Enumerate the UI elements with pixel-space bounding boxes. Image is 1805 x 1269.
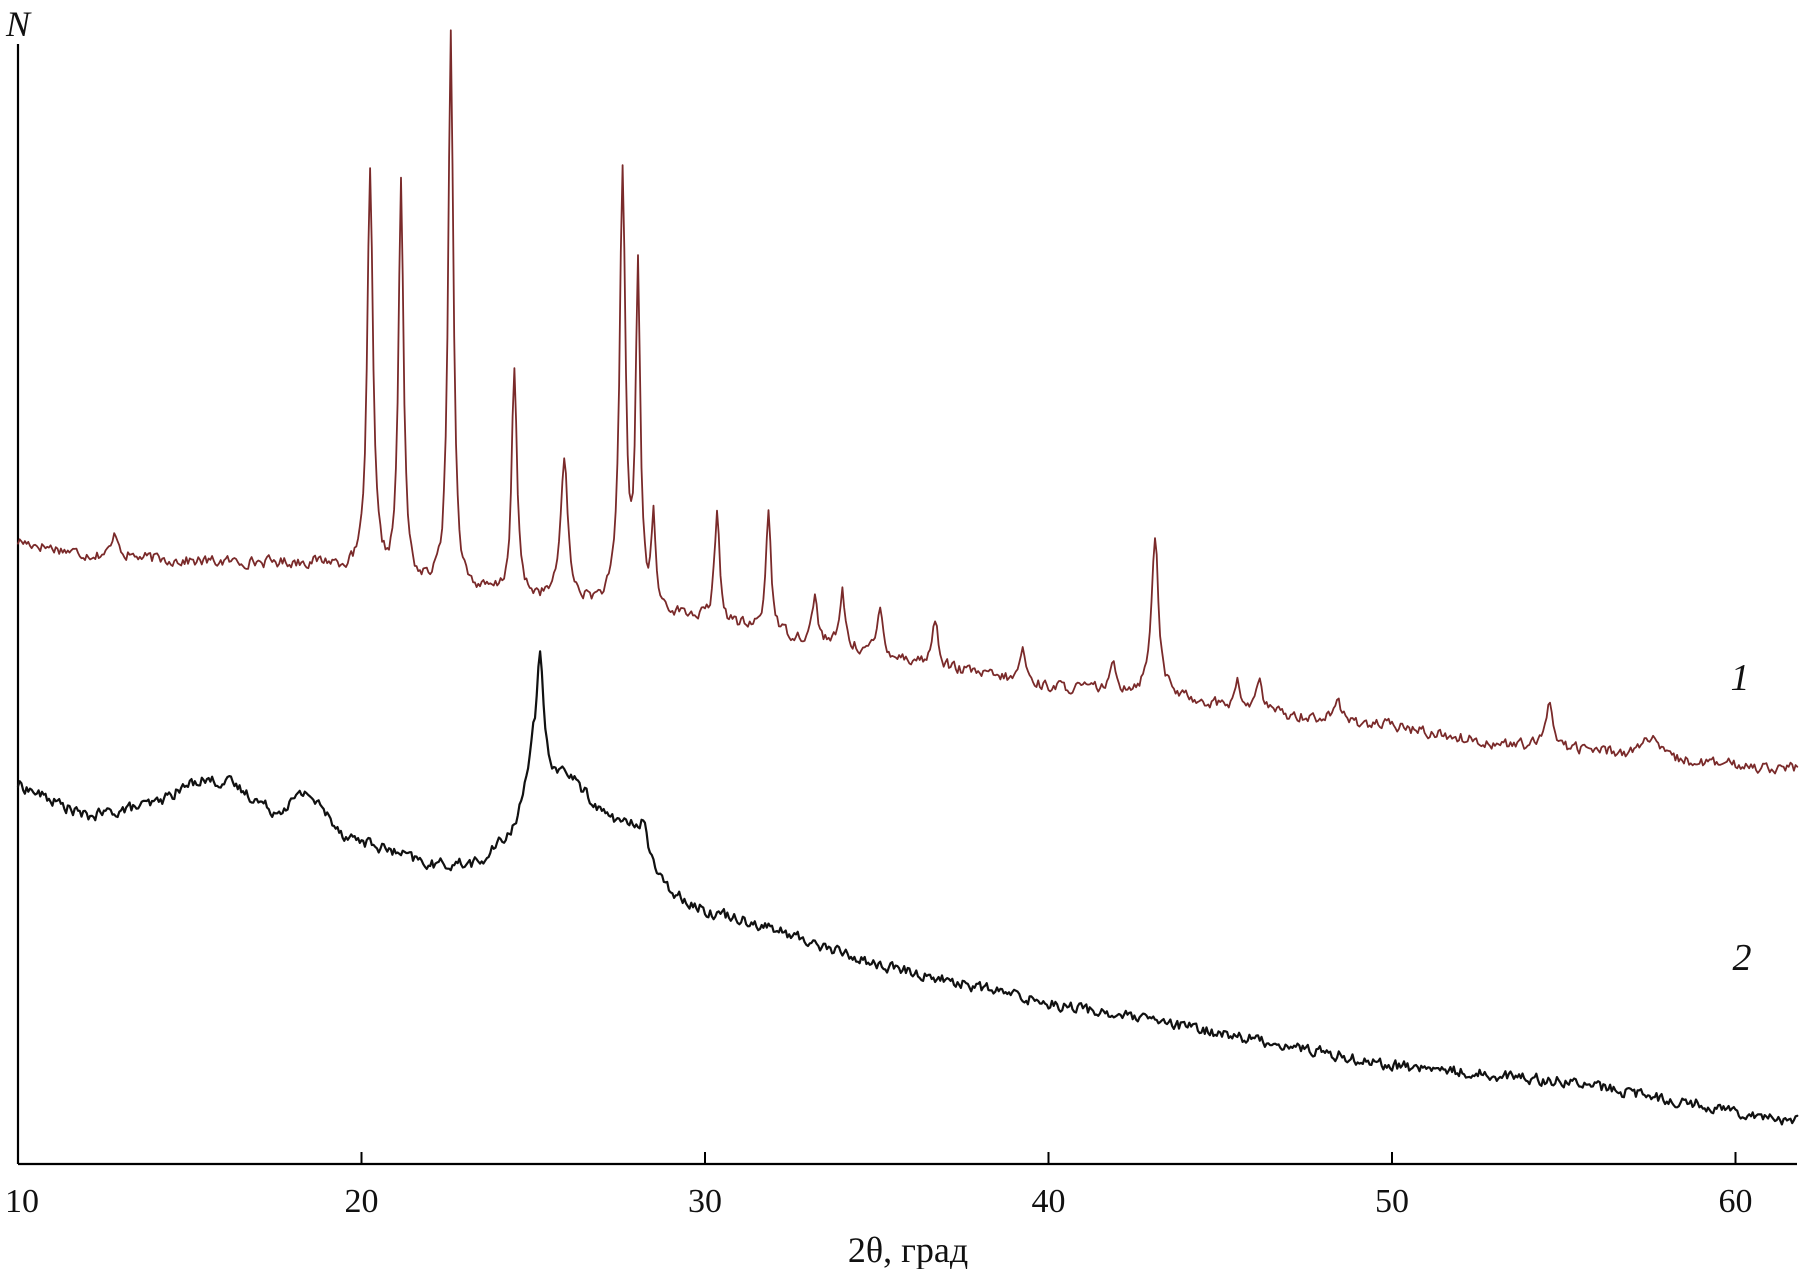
- x-tick-label-30: 30: [688, 1183, 722, 1220]
- x-tick-label-20: 20: [345, 1183, 379, 1220]
- series-group: [16, 29, 1799, 1126]
- axes: [16, 44, 1797, 1166]
- series-label-2: 2: [1733, 937, 1752, 979]
- x-axis-label: 2θ, град: [848, 1230, 968, 1269]
- y-axis-label: N: [5, 4, 32, 44]
- x-tick-label-60: 60: [1719, 1183, 1753, 1220]
- x-tick-label-50: 50: [1375, 1183, 1409, 1220]
- x-tick-label-40: 40: [1032, 1183, 1066, 1220]
- series-label-1: 1: [1731, 657, 1750, 699]
- series-line-1: [17, 29, 1799, 775]
- series-line-2: [16, 650, 1799, 1126]
- x-ticks: 10 20 30 40 50 60: [5, 1152, 1753, 1220]
- x-tick-label-10: 10: [5, 1183, 39, 1220]
